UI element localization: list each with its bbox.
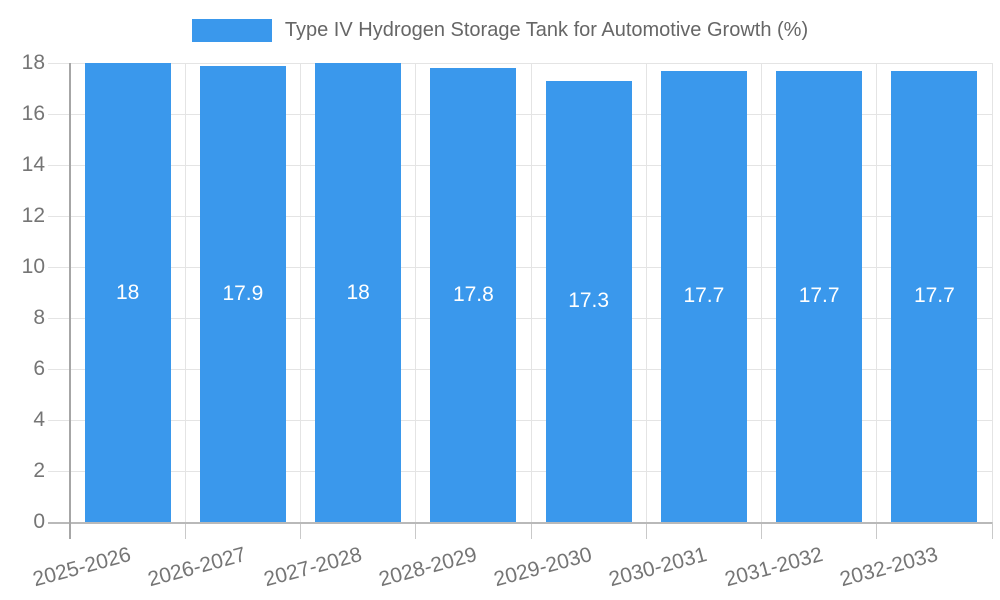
x-axis-line — [48, 522, 992, 524]
x-axis-tick — [184, 522, 186, 539]
bar-value-label: 17.7 — [913, 284, 955, 308]
y-gridline — [48, 164, 992, 166]
x-axis-tick-label: 2029-2030 — [491, 543, 595, 592]
y-axis-line — [69, 63, 71, 539]
bar[interactable] — [84, 63, 171, 522]
x-axis-tick-label: 2027-2028 — [261, 543, 365, 592]
legend-item[interactable]: Type IV Hydrogen Storage Tank for Automo… — [191, 17, 809, 43]
x-gridline — [761, 63, 762, 522]
x-axis-tick — [645, 522, 647, 539]
x-axis-tick-label: 2028-2029 — [376, 543, 480, 592]
x-gridline — [184, 63, 186, 522]
y-gridline — [48, 470, 992, 472]
y-gridline — [48, 215, 992, 217]
y-gridline — [48, 113, 992, 115]
y-axis-tick-label: 16 — [21, 102, 45, 125]
y-gridline — [48, 317, 992, 319]
y-gridline — [48, 419, 992, 421]
bar-value-label: 17.7 — [798, 284, 840, 308]
x-gridline — [300, 63, 301, 522]
x-axis-tick — [991, 522, 993, 539]
chart-title: Type IV Hydrogen Storage Tank for Automo… — [284, 19, 809, 41]
bar[interactable] — [545, 80, 632, 522]
y-axis-tick-label: 6 — [33, 357, 45, 380]
x-axis-tick-label: 2030-2031 — [606, 543, 710, 592]
y-axis-tick-label: 2 — [33, 459, 45, 482]
x-axis-tick-label: 2026-2027 — [145, 543, 249, 592]
y-axis-tick-label: 8 — [33, 306, 45, 329]
y-gridline — [48, 266, 992, 268]
bar[interactable] — [891, 70, 978, 522]
x-axis-tick — [530, 522, 532, 539]
bar-value-label: 17.9 — [222, 281, 264, 305]
x-axis-tick-label: 2031-2032 — [722, 543, 826, 592]
chart-legend: Type IV Hydrogen Storage Tank for Automo… — [0, 17, 1000, 43]
y-axis-tick-label: 10 — [21, 255, 45, 278]
bar[interactable] — [430, 68, 517, 522]
x-gridline — [876, 63, 878, 522]
x-gridline — [991, 63, 993, 522]
x-axis-tick-label: 2025-2026 — [30, 543, 134, 592]
x-gridline — [645, 63, 647, 522]
x-axis-tick-label: 2032-2033 — [837, 543, 941, 592]
x-axis-tick — [761, 522, 762, 539]
y-axis-tick-label: 12 — [21, 204, 45, 227]
x-gridline — [415, 63, 417, 522]
bar-value-label: 17.7 — [683, 284, 725, 308]
bar[interactable] — [776, 70, 863, 522]
bar-value-label: 17.8 — [452, 283, 494, 307]
bar[interactable] — [315, 63, 402, 522]
x-axis-tick — [876, 522, 878, 539]
y-gridline — [48, 62, 992, 64]
bar[interactable] — [199, 65, 286, 522]
y-axis-tick-label: 14 — [21, 153, 45, 176]
legend-swatch — [191, 18, 272, 42]
x-gridline — [530, 63, 532, 522]
y-axis-tick-label: 18 — [21, 51, 45, 74]
bar[interactable] — [660, 70, 747, 522]
y-axis-tick-label: 4 — [33, 408, 45, 431]
plot-area: 0 2 4 6 8 10 12 14 16 18 18 17.9 18 17.8 17.3 17.7 17.7 1… — [22, 51, 993, 591]
bar-value-label: 17.3 — [568, 289, 610, 313]
bar-value-label: 18 — [115, 280, 140, 304]
x-axis-tick — [300, 522, 301, 539]
bar-value-label: 18 — [346, 280, 370, 304]
y-axis-tick-label: 0 — [33, 510, 45, 533]
y-gridline — [48, 368, 992, 370]
x-axis-tick — [415, 522, 417, 539]
